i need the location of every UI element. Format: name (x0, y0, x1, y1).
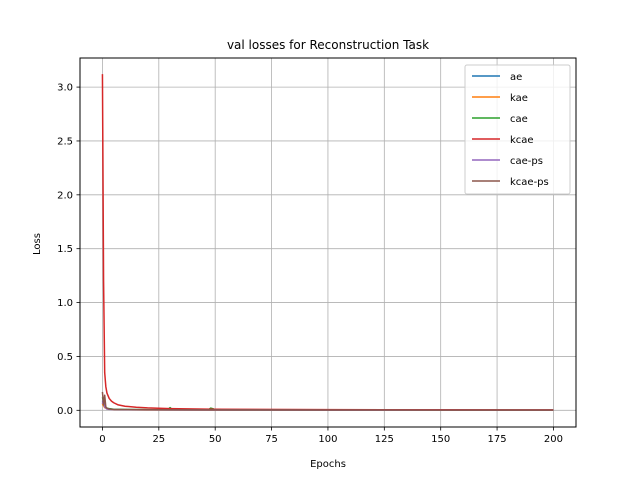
legend-label: cae-ps (510, 156, 543, 167)
y-tick-label: 0.5 (57, 352, 73, 363)
chart-title: val losses for Reconstruction Task (227, 38, 429, 52)
x-tick-label: 200 (544, 434, 563, 445)
x-axis-label: Epochs (310, 459, 346, 470)
x-tick-label: 100 (318, 434, 337, 445)
y-tick-label: 1.0 (57, 298, 73, 309)
legend-box (464, 64, 571, 195)
y-tick-label: 0.0 (57, 406, 73, 417)
y-tick-label: 1.5 (57, 244, 73, 255)
y-tick-label: 2.0 (57, 190, 73, 201)
legend-label: kcae (510, 135, 534, 146)
y-axis-ticks: 0.0 0.5 1.0 1.5 2.0 2.5 3.0 (57, 83, 80, 417)
legend-label: kae (510, 93, 528, 104)
x-tick-label: 0 (99, 434, 105, 445)
y-axis-label: Loss (32, 233, 43, 255)
x-tick-label: 150 (431, 434, 450, 445)
x-tick-label: 25 (152, 434, 165, 445)
legend: ae kae cae kcae cae-ps kcae-ps (464, 64, 571, 195)
legend-label: kcae-ps (510, 177, 549, 188)
legend-label: ae (510, 72, 522, 83)
x-tick-label: 175 (488, 434, 507, 445)
legend-label: cae (510, 114, 528, 125)
series-lines (101, 74, 554, 411)
x-tick-label: 50 (209, 434, 222, 445)
y-tick-label: 2.5 (57, 136, 73, 147)
y-tick-label: 3.0 (57, 83, 73, 94)
x-tick-label: 125 (375, 434, 394, 445)
series-line-kcae-ps (101, 391, 554, 411)
x-tick-label: 75 (265, 434, 278, 445)
x-axis-ticks: 0 25 50 75 100 125 150 175 200 (99, 427, 563, 445)
